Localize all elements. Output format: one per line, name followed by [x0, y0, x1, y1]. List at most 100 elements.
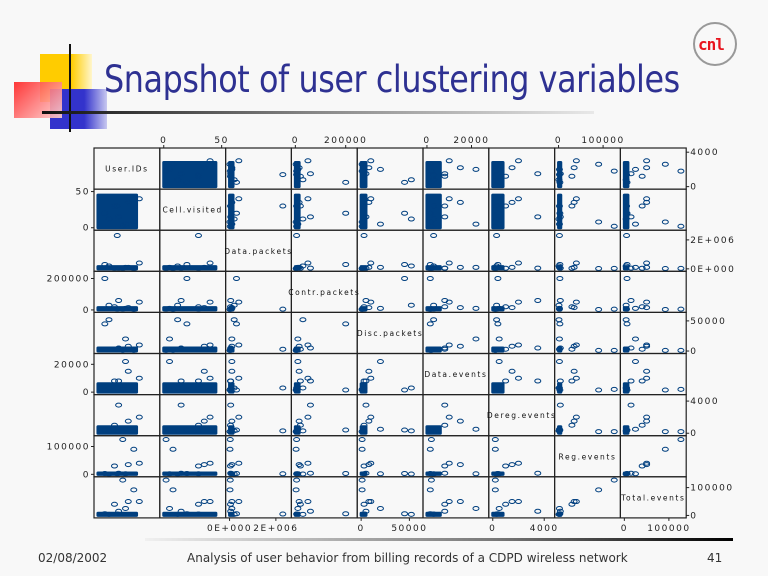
scatter-point: [430, 177, 438, 183]
footer-rule: [145, 538, 733, 541]
scatter-point: [677, 306, 685, 312]
scatter-point: [445, 196, 453, 202]
title-underline: [42, 111, 594, 114]
scatter-point: [362, 402, 370, 408]
panel-Reg.events-vs-User.IDs: [93, 435, 161, 478]
axis-tick-label: 50: [214, 136, 228, 146]
scatter-point: [534, 214, 542, 220]
scatter-point: [365, 305, 373, 311]
axis-tick-label: 0: [621, 524, 628, 534]
scatter-point: [556, 179, 564, 185]
scatter-point: [427, 168, 435, 174]
scatter-point: [279, 203, 287, 209]
scatter-point: [441, 173, 449, 179]
panel-Cell.visited-vs-Data.packets: [225, 188, 293, 231]
scatter-point: [570, 368, 578, 374]
scatter-point: [595, 219, 603, 225]
scatter-point: [472, 305, 480, 311]
panel-Contr.packets-vs-Data.events: [422, 270, 490, 313]
scatter-point: [194, 428, 202, 434]
panel-Contr.packets-vs-Dereg.events: [488, 270, 556, 313]
scatter-point: [228, 199, 236, 205]
scatter-point: [206, 414, 214, 420]
scatter-point: [555, 505, 563, 511]
panel-User.IDs-vs-Disc.packets: [356, 147, 424, 190]
scatter-point: [556, 297, 564, 303]
scatter-point: [228, 368, 236, 374]
scatter-point: [441, 470, 449, 476]
scatter-point: [495, 336, 503, 342]
scatter-point: [595, 487, 603, 493]
scatter-point: [491, 487, 499, 493]
scatter-point: [306, 214, 314, 220]
scatter-point: [228, 305, 236, 311]
scatter-point: [365, 462, 373, 468]
scatter-point: [360, 501, 368, 507]
panel-Disc.packets-vs-Dereg.events: [488, 311, 556, 355]
scatter-point: [235, 499, 243, 505]
scatter-point: [493, 385, 501, 391]
scatter-point: [367, 375, 375, 381]
axis-tick-label: 50000: [391, 524, 427, 534]
scatter-point: [514, 499, 522, 505]
scatter-point: [491, 219, 499, 225]
scatter-point: [555, 216, 563, 222]
scatter-point: [295, 165, 303, 171]
scatter-point: [115, 402, 123, 408]
scatter-point: [174, 302, 182, 308]
scatter-point: [135, 414, 143, 420]
scatter-point: [638, 203, 646, 209]
axis-tick-label: 100000: [581, 136, 624, 146]
panel-Dereg.events-vs-Data.events: [422, 394, 490, 437]
scatter-point: [226, 346, 234, 352]
scatter-point: [226, 219, 234, 225]
scatter-point: [661, 387, 669, 393]
scatter-point: [456, 199, 464, 205]
scatter-point: [162, 265, 170, 271]
scatter-point: [508, 264, 516, 270]
scatter-point: [407, 263, 415, 269]
scatter-point: [296, 346, 304, 352]
scatter-point: [456, 305, 464, 311]
scatter-point: [493, 263, 501, 269]
scatter-point: [166, 359, 174, 365]
scatter-point: [200, 368, 208, 374]
scatter-point: [235, 460, 243, 466]
scatter-point: [472, 166, 480, 172]
panel-border: [290, 147, 358, 190]
panel-Contr.packets-vs-Total.events: [619, 270, 687, 313]
scatter-point: [610, 168, 618, 174]
scatter-point: [135, 375, 143, 381]
scatter-point: [456, 264, 464, 270]
axis-tick-label: 0: [83, 470, 90, 480]
scatter-point: [572, 375, 580, 381]
scatter-point: [401, 179, 409, 185]
scatter-point: [595, 306, 603, 312]
panel-border: [553, 352, 621, 396]
panel-Contr.packets-vs-Reg.events: [553, 270, 621, 313]
axis-tick-label: 2E+006: [690, 236, 735, 246]
panel-Disc.packets-vs-Cell.visited: [159, 311, 227, 355]
scatter-point: [514, 460, 522, 466]
scatter-point: [643, 368, 651, 374]
panel-Data.events-vs-Data.events: Data.events: [422, 352, 490, 396]
scatter-point: [426, 511, 434, 517]
scatter-point: [306, 171, 314, 177]
axis-tick-label: 200000: [324, 136, 367, 146]
scatter-point: [293, 477, 301, 483]
scatter-point: [360, 378, 368, 384]
scatter-point: [570, 343, 578, 349]
scatter-point: [493, 177, 501, 183]
scatter-point: [292, 387, 300, 393]
scatter-point: [342, 427, 350, 433]
scatter-point: [362, 171, 370, 177]
scatter-point: [135, 260, 143, 266]
scatter-point: [661, 446, 669, 452]
scatter-point: [304, 460, 312, 466]
scatter-point: [493, 302, 501, 308]
scatter-point: [105, 263, 113, 269]
panel-Dereg.events-vs-Cell.visited: [159, 394, 227, 437]
panel-Contr.packets-vs-Disc.packets: [356, 270, 424, 313]
scatter-point: [177, 171, 185, 177]
scatter-point: [622, 302, 630, 308]
